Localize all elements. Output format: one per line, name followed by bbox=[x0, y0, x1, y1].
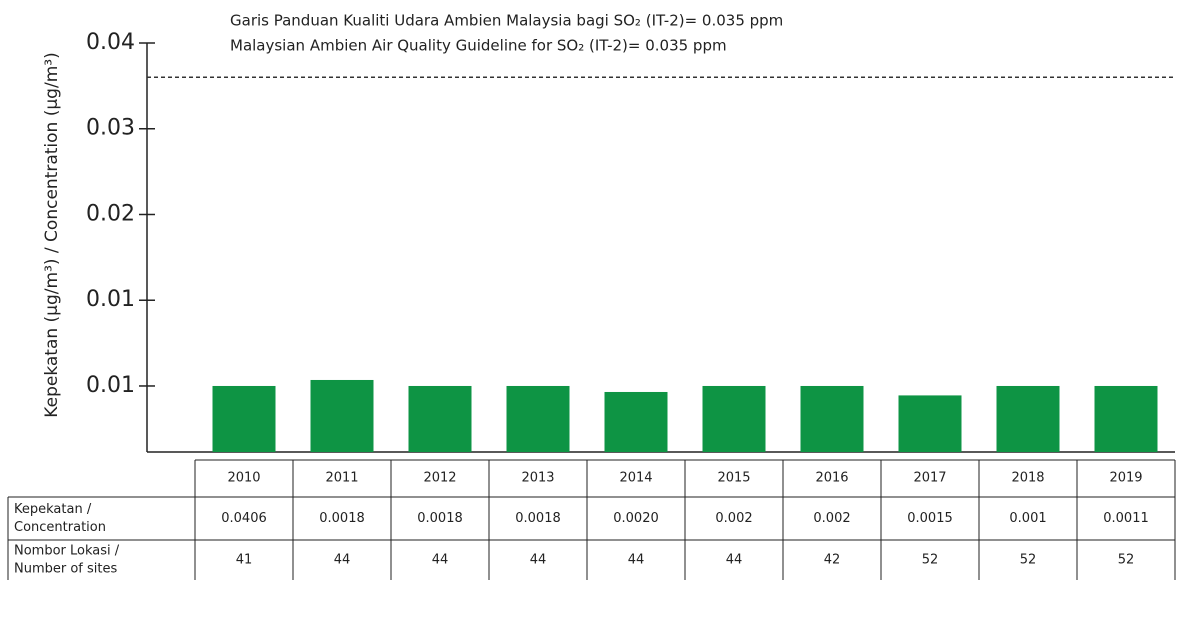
table-header: 2013 bbox=[521, 471, 554, 486]
table-cell: 52 bbox=[1020, 553, 1037, 568]
bar bbox=[408, 385, 472, 452]
row-label: Concentration bbox=[14, 520, 106, 535]
table-cell: 52 bbox=[922, 553, 939, 568]
table-cell: 0.0018 bbox=[319, 511, 365, 526]
bar bbox=[800, 385, 864, 452]
table-cell: 0.0406 bbox=[221, 511, 267, 526]
table-header: 2019 bbox=[1109, 471, 1142, 486]
bar bbox=[604, 391, 668, 452]
bar bbox=[702, 385, 766, 452]
row-label: Nombor Lokasi / bbox=[14, 544, 120, 559]
table-cell: 44 bbox=[334, 553, 351, 568]
table-cell: 0.002 bbox=[813, 511, 850, 526]
table-cell: 44 bbox=[628, 553, 645, 568]
bar bbox=[506, 385, 570, 452]
table-header: 2017 bbox=[913, 471, 946, 486]
y-tick-label: 0.01 bbox=[86, 373, 135, 398]
y-tick-label: 0.03 bbox=[86, 116, 135, 141]
y-tick-label: 0.02 bbox=[86, 201, 135, 226]
table-cell: 44 bbox=[530, 553, 547, 568]
table-header: 2018 bbox=[1011, 471, 1044, 486]
y-tick-label: 0.04 bbox=[86, 30, 135, 55]
table-cell: 44 bbox=[432, 553, 449, 568]
bar bbox=[212, 385, 276, 452]
table-header: 2011 bbox=[325, 471, 358, 486]
table-cell: 0.0015 bbox=[907, 511, 953, 526]
table-cell: 0.0018 bbox=[417, 511, 463, 526]
annotation: Malaysian Ambien Air Quality Guideline f… bbox=[230, 37, 727, 55]
table-cell: 44 bbox=[726, 553, 743, 568]
y-tick-label: 0.01 bbox=[86, 287, 135, 312]
table-cell: 42 bbox=[824, 553, 841, 568]
table-header: 2012 bbox=[423, 471, 456, 486]
bar bbox=[996, 385, 1060, 452]
table-cell: 0.0018 bbox=[515, 511, 561, 526]
table-header: 2014 bbox=[619, 471, 652, 486]
table-header: 2016 bbox=[815, 471, 848, 486]
table-cell: 0.0020 bbox=[613, 511, 659, 526]
table-cell: 0.001 bbox=[1009, 511, 1046, 526]
y-axis-label: Kepekatan (µg/m³) / Concentration (µg/m³… bbox=[42, 52, 62, 417]
table-cell: 41 bbox=[236, 553, 253, 568]
bar bbox=[898, 395, 962, 452]
table-cell: 52 bbox=[1118, 553, 1135, 568]
bar bbox=[310, 379, 374, 452]
annotation: Garis Panduan Kualiti Udara Ambien Malay… bbox=[230, 12, 783, 30]
table-header: 2010 bbox=[227, 471, 260, 486]
table-header: 2015 bbox=[717, 471, 750, 486]
row-label: Number of sites bbox=[14, 562, 117, 577]
bar bbox=[1094, 385, 1158, 452]
table-cell: 0.002 bbox=[715, 511, 752, 526]
row-label: Kepekatan / bbox=[14, 502, 92, 517]
table-cell: 0.0011 bbox=[1103, 511, 1149, 526]
